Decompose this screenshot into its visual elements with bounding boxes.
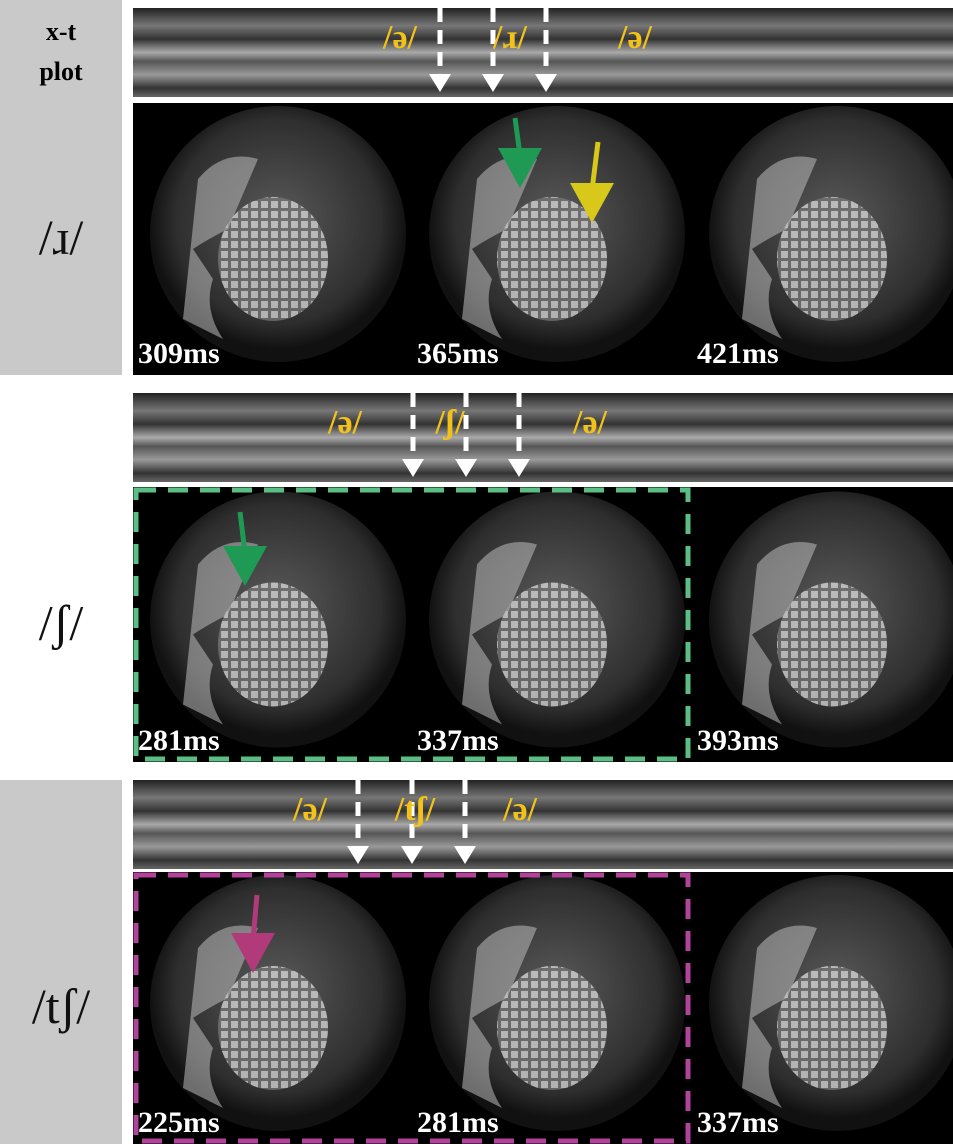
time-label: 281ms [138, 724, 220, 757]
mri-tongue [497, 583, 607, 707]
xt-phoneme-label: /tʃ/ [394, 791, 436, 828]
phoneme-label: /ʃ/ [39, 595, 84, 651]
mri-tongue [777, 197, 887, 321]
xt-label: x-t [46, 17, 77, 46]
time-label: 337ms [697, 1106, 779, 1139]
phoneme-label: /ɹ/ [39, 209, 84, 265]
time-label: 281ms [417, 1106, 499, 1139]
xt-label: plot [39, 57, 83, 86]
time-label: 309ms [138, 337, 220, 370]
xt-plot [133, 393, 953, 482]
time-label: 225ms [138, 1106, 220, 1139]
time-label: 421ms [697, 337, 779, 370]
xt-phoneme-label: /ə/ [382, 19, 418, 56]
xt-phoneme-label: /ə/ [617, 19, 653, 56]
xt-phoneme-label: /ə/ [572, 404, 608, 441]
time-label: 365ms [417, 337, 499, 370]
xt-plot [133, 780, 953, 869]
mri-tongue [777, 583, 887, 707]
mri-tongue [218, 583, 328, 707]
label-column [0, 780, 122, 1144]
time-label: 393ms [697, 724, 779, 757]
mri-tongue [497, 966, 607, 1090]
xt-phoneme-label: /ə/ [292, 791, 328, 828]
phoneme-label: /tʃ/ [32, 978, 90, 1034]
xt-phoneme-label: /ʃ/ [434, 404, 465, 441]
mri-tongue [218, 197, 328, 321]
mri-tongue [218, 966, 328, 1090]
xt-phoneme-label: /ə/ [327, 404, 363, 441]
figure: x-t plot /ə/ /ɹ/ /ə/ /ɹ/309ms 365ms 421ms/ə/ /… [0, 0, 953, 1144]
xt-phoneme-label: /ɹ/ [492, 19, 528, 56]
xt-phoneme-label: /ə/ [502, 791, 538, 828]
time-label: 337ms [417, 724, 499, 757]
mri-tongue [777, 966, 887, 1090]
